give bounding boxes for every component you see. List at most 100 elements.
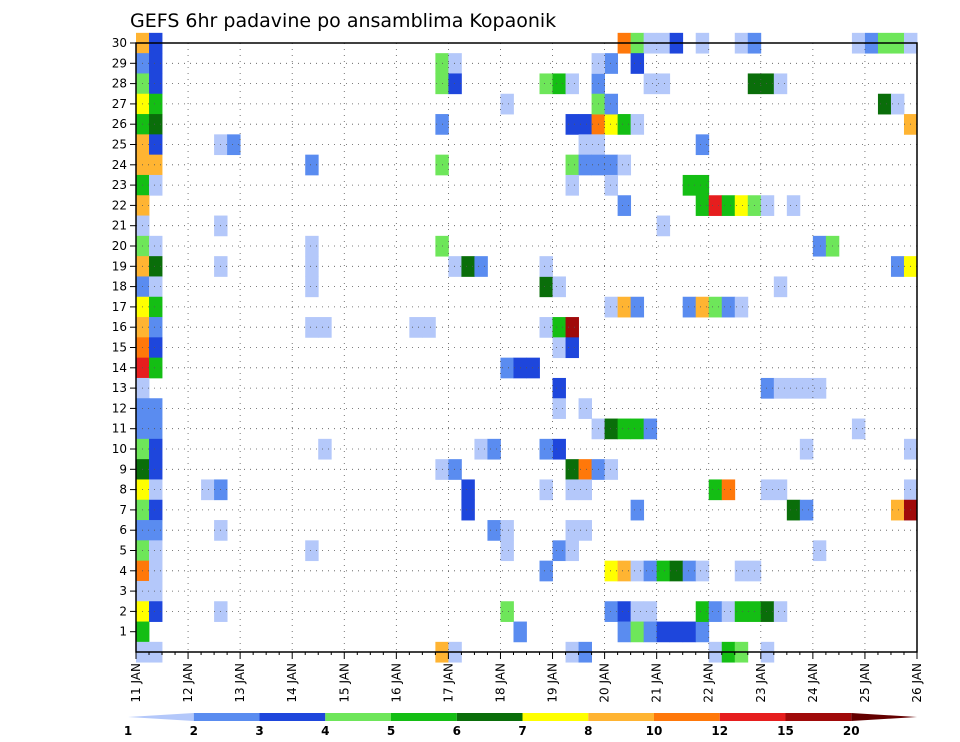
precip-cell — [656, 73, 671, 95]
legend-swatch — [128, 713, 194, 721]
legend-swatch — [325, 713, 391, 721]
precip-cell — [617, 154, 632, 176]
y-tick-label: 15 — [112, 341, 127, 355]
precip-cell — [500, 520, 514, 541]
precip-cell — [149, 337, 163, 359]
x-tick-label: 20 JAN — [598, 663, 612, 703]
x-tick-label: 15 JAN — [337, 663, 351, 703]
x-tick-label: 12 JAN — [181, 663, 195, 703]
y-tick-label: 8 — [119, 483, 127, 497]
precip-cell — [565, 317, 579, 338]
color-legend: 1 2 3 4 5 6 7 8 10 12 15 20 — [124, 713, 917, 738]
precip-cell — [552, 276, 566, 298]
y-tick-label: 13 — [112, 381, 127, 395]
precip-cell — [227, 134, 241, 156]
precip-cell — [890, 256, 905, 277]
precip-cell — [760, 195, 775, 216]
precip-cell — [786, 377, 801, 399]
precip-cell — [643, 73, 658, 95]
precip-cell — [149, 438, 163, 460]
precip-cell — [149, 601, 163, 622]
precip-cell — [695, 174, 710, 196]
precip-cell — [305, 540, 319, 562]
legend-label: 6 — [453, 724, 461, 738]
precip-cell — [539, 276, 553, 298]
precip-cell — [721, 479, 736, 501]
legend-swatch — [851, 713, 917, 721]
precip-cell — [448, 53, 462, 74]
precip-cell — [708, 195, 723, 216]
precip-cell — [500, 601, 514, 622]
precip-cell — [565, 520, 579, 541]
precip-cell — [812, 377, 827, 399]
precip-cell — [539, 256, 553, 277]
precip-cell — [630, 601, 645, 622]
precip-cell — [149, 256, 163, 277]
precip-cell — [149, 296, 163, 318]
precip-cell — [149, 93, 163, 115]
precip-cell — [682, 560, 697, 582]
precip-cell — [461, 256, 475, 277]
x-axis: 11 JAN 12 JAN 13 JAN 14 JAN 15 JAN 16 JAN 17 J… — [129, 652, 924, 703]
precip-cell — [578, 134, 592, 156]
y-tick-label: 10 — [112, 442, 127, 456]
precip-cell — [578, 479, 592, 501]
x-tick-label: 24 JAN — [806, 663, 820, 703]
y-tick-label: 27 — [112, 97, 127, 111]
precip-cell — [552, 540, 566, 562]
precip-cell — [149, 418, 163, 440]
x-tick-label: 26 JAN — [910, 663, 924, 703]
precip-cell — [149, 235, 163, 257]
precip-cell — [487, 438, 501, 460]
legend-label: 15 — [777, 724, 794, 738]
precip-cell — [539, 317, 553, 338]
legend-label: 1 — [124, 724, 132, 738]
precip-cell — [513, 621, 527, 643]
legend-swatch — [719, 713, 786, 721]
precip-cell — [305, 276, 319, 298]
y-axis: 1234567891011121314151617181920212223242… — [112, 36, 136, 639]
y-tick-label: 9 — [119, 462, 127, 476]
x-tick-label: 23 JAN — [754, 663, 768, 703]
y-tick-label: 29 — [112, 56, 127, 70]
precip-cell — [149, 317, 163, 338]
legend-swatch — [654, 713, 720, 721]
precip-cell — [149, 499, 163, 521]
precip-cell — [773, 601, 788, 622]
precip-cell — [565, 73, 579, 95]
precip-cell — [604, 114, 619, 135]
precip-cell — [305, 154, 319, 176]
precip-cell — [695, 134, 710, 156]
precip-cell — [890, 499, 905, 521]
y-tick-label: 22 — [112, 198, 127, 212]
y-tick-label: 2 — [119, 604, 127, 618]
precip-cell — [604, 560, 619, 582]
precip-cell — [617, 560, 632, 582]
y-tick-label: 20 — [112, 239, 127, 253]
precip-cell — [149, 73, 163, 95]
precip-cell — [708, 601, 723, 622]
legend-swatch — [391, 713, 457, 721]
precip-cell — [721, 601, 736, 622]
precip-cell — [461, 479, 475, 501]
x-tick-label: 14 JAN — [285, 663, 299, 703]
precip-cell — [786, 499, 801, 521]
precip-cell — [708, 479, 723, 501]
legend-label: 8 — [584, 724, 592, 738]
y-tick-label: 16 — [112, 320, 127, 334]
precip-cell — [695, 601, 710, 622]
precip-cell — [734, 601, 749, 622]
precip-cell — [617, 601, 632, 622]
precip-cell — [149, 276, 163, 298]
y-tick-label: 26 — [112, 117, 127, 131]
precip-cell — [734, 296, 749, 318]
precip-cell — [760, 601, 775, 622]
precip-cell — [461, 499, 475, 521]
precip-cell — [708, 296, 723, 318]
precip-cell — [695, 296, 710, 318]
precip-cell — [448, 459, 462, 480]
precip-cell — [149, 398, 163, 419]
x-tick-label: 22 JAN — [702, 663, 716, 703]
x-tick-label: 11 JAN — [129, 663, 143, 703]
